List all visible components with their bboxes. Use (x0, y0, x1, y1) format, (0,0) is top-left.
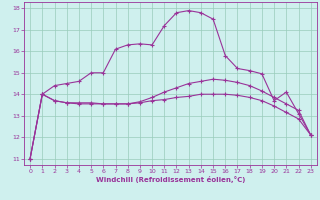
X-axis label: Windchill (Refroidissement éolien,°C): Windchill (Refroidissement éolien,°C) (96, 176, 245, 183)
